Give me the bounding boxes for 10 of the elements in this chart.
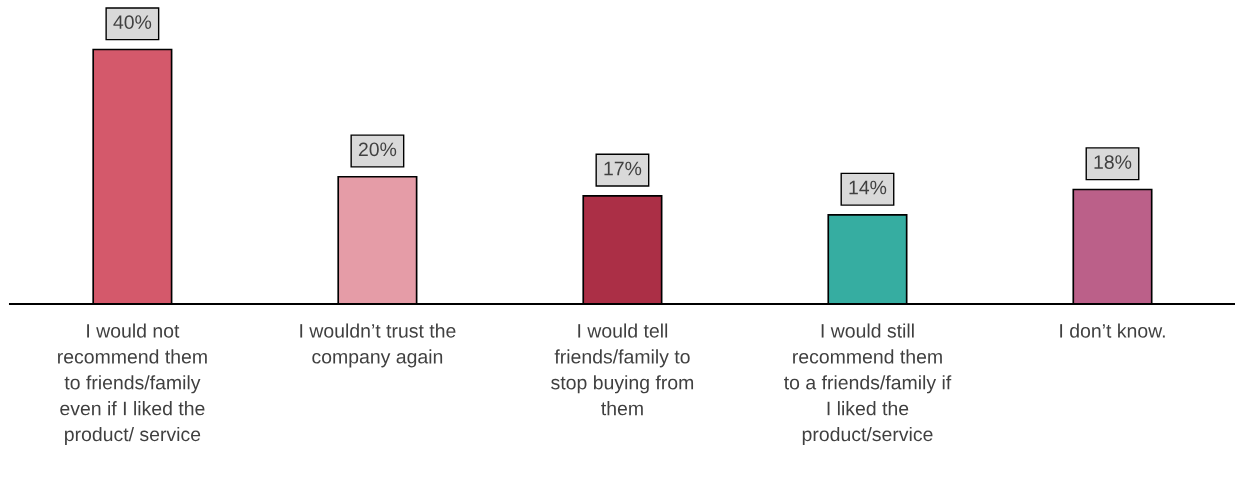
data-label: 17% <box>604 161 642 176</box>
data-label: 40% <box>113 15 152 30</box>
x-tick-label: I don’t know. <box>1060 323 1165 338</box>
x-tick-label: I would not recommend them to friends/family even if I liked the product/ service <box>58 323 207 446</box>
x-tick-label: I would still recommend them to a friends/family if I liked the product/service <box>784 323 952 446</box>
data-label: 14% <box>849 180 887 195</box>
data-label: 20% <box>358 142 397 157</box>
x-tick-label: I wouldn’t trust the company again <box>300 323 456 368</box>
x-tick-label: I would tell friends/family to stop buying from them <box>551 323 694 416</box>
data-label: 18% <box>1094 155 1132 169</box>
